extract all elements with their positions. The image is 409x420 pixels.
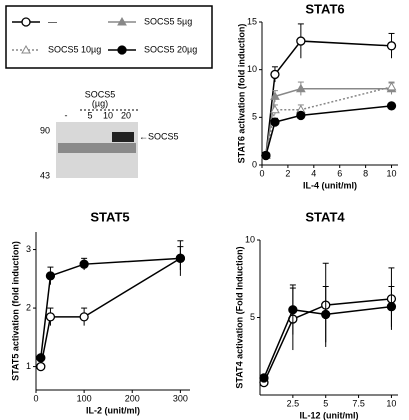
chart-title: STAT6 [305,1,344,16]
legend-label: SOCS5 20µg [144,44,197,54]
marker [36,361,46,372]
blot-band [112,132,134,142]
x-tick-label: 0 [33,393,38,403]
x-tick-label: 10 [386,398,396,408]
x-tick-label: 2 [285,168,290,178]
marker [45,312,56,322]
y-tick-label: 0 [252,159,257,169]
marker [270,104,280,114]
marker [175,253,186,263]
marker [386,41,397,51]
x-tick-label: 8 [363,168,368,178]
x-axis-label: IL-4 (unit/ml) [303,180,357,190]
marker-label: 90 [40,125,50,135]
marker [296,110,306,121]
series-line [265,86,392,156]
legend-label: SOCS5 10µg [48,44,101,54]
marker [386,101,397,111]
band-label: ←SOCS5 [139,131,179,141]
series-line [40,257,181,367]
legend-label: SOCS5 5µg [144,16,192,26]
lane-label: - [65,110,68,120]
marker [261,150,271,161]
marker [79,312,89,322]
x-axis-label: IL-12 (unit/ml) [300,410,359,420]
marker [270,117,280,127]
marker [295,83,306,93]
blot-unit: (µg) [92,98,108,108]
y-tick-label: 2 [26,302,31,312]
legend-marker [21,17,31,27]
x-tick-label: 5 [323,398,328,408]
y-tick-label: 10 [245,234,255,244]
series-line [40,257,181,358]
blot-title: SOCS5 [85,89,116,99]
x-tick-label: 200 [125,393,140,403]
y-tick-label: 1 [26,361,31,371]
y-tick-label: 5 [252,112,257,122]
y-tick-label: 5 [250,312,255,322]
marker [386,81,397,91]
x-tick-label: 7.5 [352,398,365,408]
y-tick-label: 3 [26,244,31,254]
y-axis-label: STAT6 activation (fold induction) [236,24,246,164]
marker [270,91,280,100]
x-tick-label: 100 [77,393,92,403]
marker-label: 43 [40,170,50,180]
y-axis-label: STAT4 activation (Fold Induction) [234,246,244,388]
lane-label: 10 [103,110,113,120]
marker [79,259,89,269]
x-tick-label: 300 [173,393,188,403]
legend-label: — [48,16,57,26]
marker [45,271,56,281]
series-line [265,40,392,156]
blot-band [58,143,136,153]
series-line [265,87,392,156]
lane-label: 20 [121,110,131,120]
legend-box [5,5,213,69]
x-tick-label: 0 [259,168,264,178]
x-axis-label: IL-2 (unit/ml) [86,405,140,415]
legend-marker [21,44,31,54]
x-tick-label: 6 [337,168,342,178]
marker [36,353,46,363]
legend-marker [117,16,127,26]
marker [296,36,306,46]
marker [259,373,269,383]
series-line [265,105,392,156]
marker [386,301,397,312]
marker [270,69,280,80]
marker [288,305,298,315]
marker [321,309,331,320]
y-tick-label: 15 [247,16,257,26]
chart-title: STAT5 [90,209,129,224]
legend-marker [117,45,127,55]
x-tick-label: 10 [387,168,397,178]
x-tick-label: 4 [311,168,316,178]
chart-title: STAT4 [305,209,345,224]
blot: SOCS5 (µg) - 5 10 20 90 43 ←SOCS5 [40,89,179,180]
series-line [263,305,392,379]
lane-label: 5 [87,110,92,120]
x-tick-label: 2.5 [287,398,300,408]
y-tick-label: 10 [247,64,257,74]
y-axis-label: STAT5 activation (fold induction) [10,241,20,381]
